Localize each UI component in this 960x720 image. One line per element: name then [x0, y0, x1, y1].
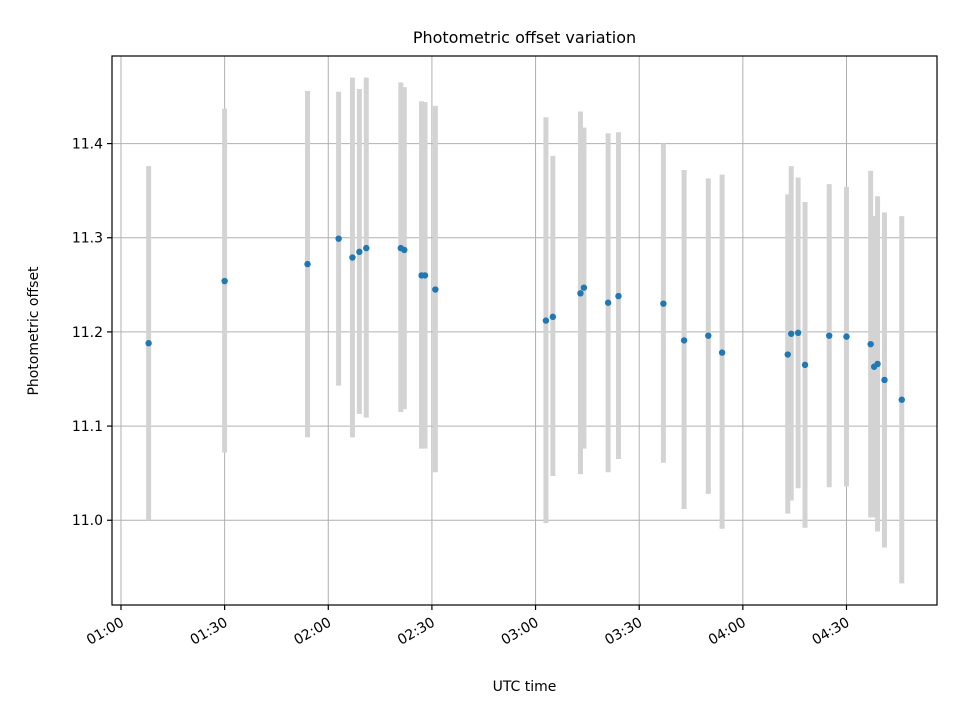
- data-point: [421, 272, 429, 279]
- data-point: [145, 340, 152, 347]
- data-point: [221, 277, 228, 285]
- data-point: [660, 300, 667, 307]
- y-axis-ticks: 11.0 11.1 11.2 11.3 11.4: [72, 137, 112, 529]
- data-point: [349, 254, 356, 261]
- data-point: [615, 292, 622, 300]
- x-tick-label: 04:30: [810, 615, 853, 649]
- chart-title: Photometric offset variation: [413, 28, 636, 47]
- x-axis-ticks: 01:00 01:30 02:00 02:30 03:00 03:30 04:00 04:30: [84, 605, 852, 649]
- data-point: [867, 340, 874, 348]
- y-tick-label: 11.1: [72, 419, 103, 435]
- data-point: [826, 332, 833, 339]
- grid-lines: [112, 56, 937, 605]
- data-points: [145, 235, 905, 403]
- data-point: [363, 244, 370, 252]
- x-tick-label: 04:00: [706, 615, 749, 649]
- data-point: [604, 299, 612, 306]
- plot-frame: [111, 55, 938, 606]
- data-point: [542, 317, 550, 324]
- y-tick-label: 11.4: [72, 137, 103, 153]
- data-point: [432, 286, 439, 293]
- data-point: [881, 376, 888, 384]
- x-tick-label: 03:30: [602, 615, 645, 649]
- data-point: [843, 333, 850, 340]
- x-tick-label: 02:30: [395, 615, 438, 649]
- x-axis-label: UTC time: [493, 679, 557, 695]
- x-tick-label: 01:00: [84, 615, 127, 649]
- data-point: [788, 330, 795, 337]
- y-tick-label: 11.0: [72, 513, 103, 529]
- data-point: [401, 246, 408, 254]
- x-tick-label: 02:00: [291, 615, 334, 649]
- data-point: [718, 349, 726, 356]
- y-tick-label: 11.3: [72, 231, 103, 247]
- data-point: [874, 360, 881, 368]
- data-point: [794, 329, 802, 337]
- data-point: [304, 260, 311, 268]
- x-tick-label: 01:30: [188, 615, 231, 649]
- data-point: [356, 248, 363, 256]
- data-point: [898, 396, 905, 403]
- data-point: [705, 332, 712, 339]
- data-point: [680, 337, 688, 344]
- y-axis-label: Photometric offset: [26, 266, 42, 396]
- data-point: [580, 284, 588, 291]
- data-point: [549, 313, 557, 321]
- data-point: [335, 235, 342, 242]
- x-tick-label: 03:00: [499, 615, 542, 649]
- data-point: [577, 290, 584, 297]
- data-point: [801, 361, 809, 369]
- y-tick-label: 11.2: [72, 325, 103, 341]
- error-bars: [146, 77, 905, 584]
- data-point: [784, 351, 791, 358]
